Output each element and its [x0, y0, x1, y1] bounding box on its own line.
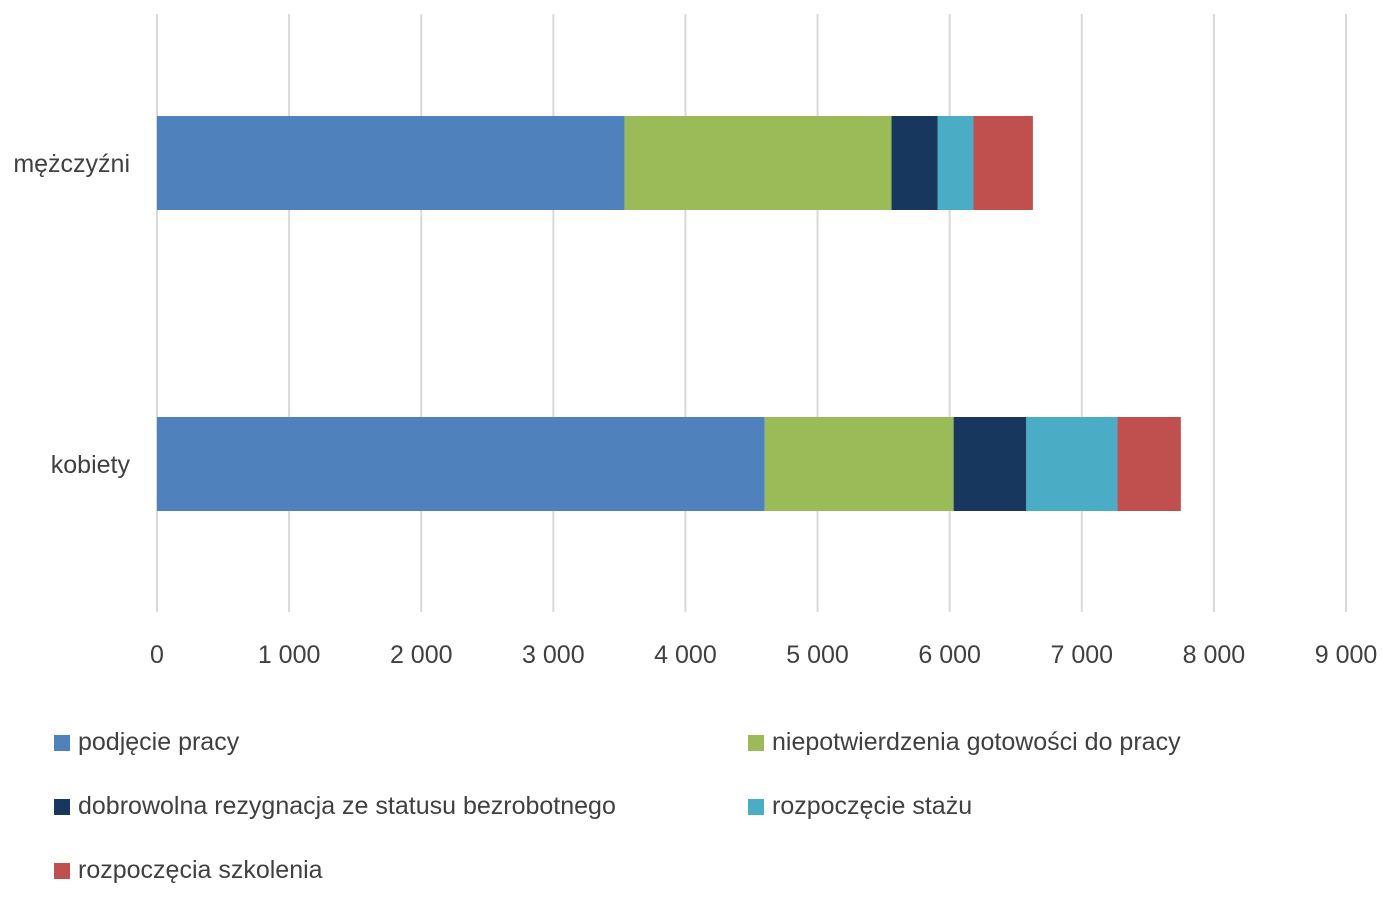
- bar-segment: [891, 116, 938, 210]
- legend: podjęcie pracy niepotwierdzenia gotowości…: [54, 728, 1354, 898]
- legend-swatch: [748, 798, 764, 815]
- x-tick-label: 1 000: [258, 641, 321, 669]
- bar-segment: [157, 116, 625, 210]
- legend-label: niepotwierdzenia gotowości do pracy: [772, 728, 1181, 756]
- legend-item: dobrowolna rezygnacja ze statusu bezrobo…: [54, 792, 616, 821]
- chart: 0 1 000 2 000 3 000 4 000 5 000 6 000 7 000 8 00…: [13, 14, 1377, 669]
- x-tick-label: 7 000: [1050, 641, 1113, 669]
- legend-item: rozpoczęcie stażu: [748, 792, 972, 821]
- y-axis-category-labels: mężczyźni kobiety: [13, 150, 130, 479]
- gridlines: [156, 14, 1347, 612]
- legend-label: dobrowolna rezygnacja ze statusu bezrobo…: [78, 792, 616, 820]
- y-category-label: kobiety: [51, 451, 131, 479]
- y-category-label: mężczyźni: [13, 150, 130, 178]
- x-tick-label: 0: [150, 641, 164, 669]
- legend-item: rozpoczęcia szkolenia: [54, 856, 323, 885]
- bar-segment: [973, 116, 1033, 210]
- x-tick-label: 5 000: [786, 641, 849, 669]
- legend-item: podjęcie pracy: [54, 728, 239, 757]
- bar-segment: [953, 417, 1027, 511]
- bar-segment: [937, 116, 974, 210]
- legend-label: rozpoczęcie stażu: [772, 792, 973, 820]
- legend-item: niepotwierdzenia gotowości do pracy: [748, 728, 1181, 757]
- bars: [157, 116, 1181, 511]
- bar-segment: [1026, 417, 1118, 511]
- bar-segment: [624, 116, 892, 210]
- x-tick-label: 2 000: [390, 641, 453, 669]
- legend-swatch: [54, 734, 70, 751]
- legend-swatch: [54, 798, 70, 815]
- x-axis-tick-labels: 0 1 000 2 000 3 000 4 000 5 000 6 000 7 000 8 00…: [150, 641, 1377, 669]
- x-tick-label: 9 000: [1315, 641, 1378, 669]
- legend-swatch: [748, 734, 764, 751]
- bar-segment: [1117, 417, 1181, 511]
- x-tick-label: 8 000: [1183, 641, 1246, 669]
- legend-swatch: [54, 862, 70, 879]
- legend-label: podjęcie pracy: [78, 728, 240, 756]
- legend-label: rozpoczęcia szkolenia: [78, 856, 323, 884]
- x-tick-label: 4 000: [654, 641, 717, 669]
- x-tick-label: 6 000: [918, 641, 981, 669]
- bar-segment: [157, 417, 765, 511]
- x-tick-label: 3 000: [522, 641, 585, 669]
- bar-segment: [764, 417, 954, 511]
